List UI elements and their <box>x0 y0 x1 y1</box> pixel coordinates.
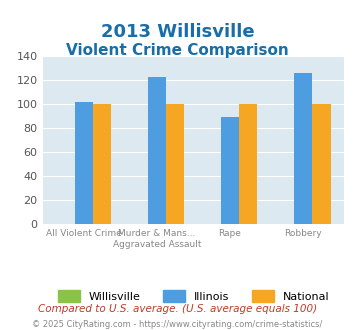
Text: © 2025 CityRating.com - https://www.cityrating.com/crime-statistics/: © 2025 CityRating.com - https://www.city… <box>32 320 323 329</box>
Bar <box>221 117 239 224</box>
Bar <box>93 104 111 224</box>
Text: Compared to U.S. average. (U.S. average equals 100): Compared to U.S. average. (U.S. average … <box>38 304 317 314</box>
Bar <box>239 104 257 224</box>
Bar <box>166 104 184 224</box>
Bar <box>294 73 312 224</box>
Legend: Willisville, Illinois, National: Willisville, Illinois, National <box>53 286 334 306</box>
Text: Violent Crime Comparison: Violent Crime Comparison <box>66 43 289 58</box>
Bar <box>75 102 93 224</box>
Bar <box>312 104 331 224</box>
Bar <box>148 77 166 224</box>
Text: 2013 Willisville: 2013 Willisville <box>101 23 254 41</box>
